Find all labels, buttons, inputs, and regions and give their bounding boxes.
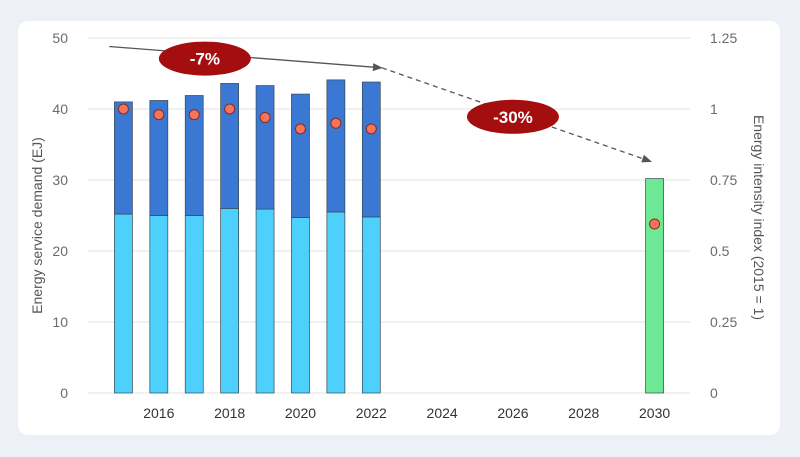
bar-upper-2021	[326, 79, 346, 213]
annotation-badge-1	[466, 99, 559, 134]
intensity-marker-2019	[259, 112, 271, 124]
bar-upper-2016	[149, 100, 169, 216]
intensity-marker-2017	[188, 109, 200, 121]
bar-lower-2022	[361, 216, 381, 394]
annotation-label-0: -7%	[190, 50, 220, 69]
y-tick-label: 0	[60, 385, 68, 401]
bar-upper-2015	[114, 101, 133, 215]
intensity-marker-2015	[117, 103, 129, 115]
y2-tick-label: 0	[710, 385, 718, 401]
y2-tick-label: 0.5	[710, 243, 730, 259]
intensity-marker-2020	[294, 123, 306, 135]
y2-tick-label: 1	[710, 101, 718, 117]
annotation-arrow-1	[381, 67, 652, 163]
annotations: -7% -30%	[109, 41, 652, 163]
x-tick-label: 2016	[143, 405, 174, 421]
bar-upper-2019	[255, 85, 275, 210]
y2-tick-label: 0.75	[710, 172, 737, 188]
bar-lower-2015	[114, 213, 133, 394]
y-axis-label: Energy service demand (EJ)	[29, 137, 45, 314]
intensity-marker-2016	[153, 109, 165, 121]
x-tick-label: 2018	[214, 405, 245, 421]
gridlines	[88, 37, 690, 394]
y-tick-label: 30	[52, 172, 68, 188]
y2-tick-label: 1.25	[710, 30, 737, 46]
bar-lower-2017	[184, 215, 204, 394]
y-tick-label: 20	[52, 243, 68, 259]
y-tick-label: 50	[52, 30, 68, 46]
tick-labels: 0 0 10 0.25 20 0.5 30 0.75 40 1 50 1.25 2016 2018 2020…	[52, 30, 737, 421]
x-tick-label: 2022	[356, 405, 387, 421]
bar-upper-2017	[184, 95, 204, 216]
bar-upper-2022	[361, 81, 381, 218]
bar-lower-2021	[326, 211, 346, 394]
bars	[114, 79, 664, 394]
y2-axis-label: Energy intensity index (2015 = 1)	[751, 115, 767, 320]
intensity-marker-2021	[330, 117, 342, 129]
bar-upper-2018	[220, 83, 239, 209]
y2-tick-label: 0.25	[710, 314, 737, 330]
x-tick-label: 2028	[568, 405, 599, 421]
bar-lower-2016	[149, 215, 169, 394]
annotation-label-1: -30%	[493, 108, 533, 127]
x-tick-label: 2024	[427, 405, 458, 421]
y-tick-label: 40	[52, 101, 68, 117]
x-tick-label: 2030	[639, 405, 670, 421]
y-tick-label: 10	[52, 314, 68, 330]
x-tick-label: 2020	[285, 405, 316, 421]
intensity-marker-2022	[365, 123, 377, 135]
intensity-marker-2030	[649, 218, 661, 230]
bar-upper-2020	[291, 93, 310, 218]
bar-projection-2030	[645, 178, 664, 394]
annotation-badge-0	[158, 41, 251, 76]
bar-lower-2019	[255, 208, 275, 394]
x-tick-label: 2026	[497, 405, 528, 421]
bar-lower-2018	[220, 208, 239, 394]
bar-lower-2020	[291, 217, 310, 394]
intensity-marker-2018	[224, 103, 236, 115]
intensity-markers	[117, 103, 661, 230]
